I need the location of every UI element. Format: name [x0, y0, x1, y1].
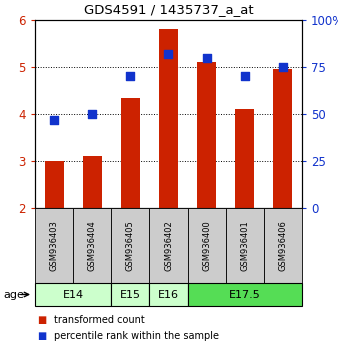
- Text: GDS4591 / 1435737_a_at: GDS4591 / 1435737_a_at: [84, 4, 254, 17]
- Bar: [273, 69, 292, 208]
- Bar: [159, 29, 178, 208]
- Bar: [264, 208, 302, 283]
- Text: ■: ■: [37, 331, 46, 341]
- Point: [242, 74, 247, 79]
- Bar: [73, 208, 111, 283]
- Point: [128, 74, 133, 79]
- Text: E16: E16: [158, 290, 179, 299]
- Text: GSM936401: GSM936401: [240, 220, 249, 271]
- Text: E17.5: E17.5: [229, 290, 261, 299]
- Text: transformed count: transformed count: [54, 315, 145, 325]
- Text: ■: ■: [37, 315, 46, 325]
- Bar: [235, 109, 254, 208]
- Text: GSM936403: GSM936403: [50, 220, 58, 271]
- Point: [280, 64, 286, 70]
- Bar: [149, 283, 188, 306]
- Text: GSM936406: GSM936406: [279, 220, 287, 271]
- Point: [90, 111, 95, 117]
- Text: GSM936405: GSM936405: [126, 220, 135, 271]
- Text: E15: E15: [120, 290, 141, 299]
- Text: age: age: [3, 290, 24, 299]
- Bar: [226, 208, 264, 283]
- Text: percentile rank within the sample: percentile rank within the sample: [54, 331, 219, 341]
- Bar: [83, 156, 102, 208]
- Bar: [111, 283, 149, 306]
- Bar: [45, 161, 64, 208]
- Bar: [149, 208, 188, 283]
- Bar: [121, 98, 140, 208]
- Text: GSM936400: GSM936400: [202, 220, 211, 271]
- Bar: [35, 208, 73, 283]
- Bar: [111, 208, 149, 283]
- Point: [204, 55, 209, 61]
- Point: [166, 51, 171, 57]
- Text: GSM936404: GSM936404: [88, 220, 97, 271]
- Bar: [188, 208, 226, 283]
- Bar: [188, 283, 302, 306]
- Bar: [197, 62, 216, 208]
- Point: [51, 117, 57, 122]
- Text: E14: E14: [63, 290, 84, 299]
- Text: GSM936402: GSM936402: [164, 220, 173, 271]
- Bar: [35, 283, 111, 306]
